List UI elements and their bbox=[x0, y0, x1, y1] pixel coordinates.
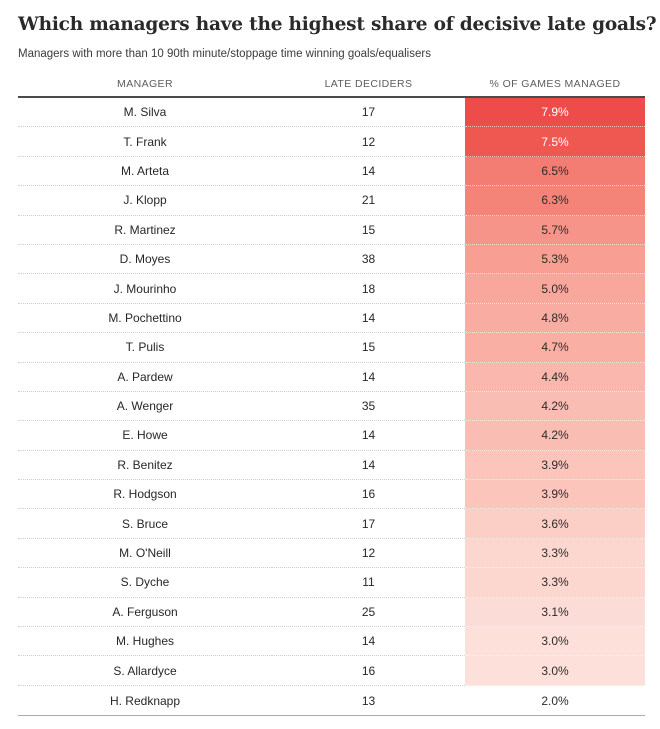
manager-name: A. Wenger bbox=[18, 392, 272, 422]
pct-games-cell: 3.3% bbox=[465, 568, 645, 598]
manager-name: H. Redknapp bbox=[109, 693, 181, 708]
pct-games-cell: 7.9% bbox=[465, 98, 645, 128]
manager-name: S. Allardyce bbox=[18, 656, 272, 686]
late-deciders-value: 16 bbox=[272, 656, 465, 686]
manager-name: J. Klopp bbox=[18, 186, 272, 216]
table-row: A. Wenger 35 4.2% bbox=[18, 391, 645, 422]
table-row: D. Moyes 38 5.3% bbox=[18, 244, 645, 275]
late-deciders-value: 12 bbox=[272, 127, 465, 157]
late-deciders-value: 14 bbox=[272, 451, 465, 481]
table-row: M. O'Neill 12 3.3% bbox=[18, 538, 645, 569]
pct-games-cell: 7.5% bbox=[465, 127, 645, 157]
column-header-pct-games-managed: % OF GAMES MANAGED bbox=[489, 78, 621, 90]
late-deciders-value: 15 bbox=[272, 333, 465, 363]
pct-games-cell: 5.0% bbox=[465, 274, 645, 304]
table-row: M. Arteta 14 6.5% bbox=[18, 156, 645, 187]
manager-name: M. Silva bbox=[18, 98, 272, 128]
page-subtitle: Managers with more than 10 90th minute/s… bbox=[18, 48, 431, 60]
table-row: S. Dyche 11 3.3% bbox=[18, 568, 645, 598]
manager-name: T. Pulis bbox=[18, 333, 272, 363]
late-deciders-value: 21 bbox=[272, 186, 465, 216]
table-header-row: MANAGER LATE DECIDERS % OF GAMES MANAGED bbox=[18, 72, 645, 98]
pct-games-cell: 2.0% bbox=[465, 685, 645, 716]
table-row: S. Allardyce 16 3.0% bbox=[18, 656, 645, 686]
column-header-manager: MANAGER bbox=[117, 78, 173, 90]
pct-games-cell: 6.3% bbox=[465, 186, 645, 216]
table-body: M. Silva 17 7.9% T. Frank 12 7.5% M. Art… bbox=[18, 98, 645, 717]
late-deciders-value: 35 bbox=[272, 392, 465, 422]
pct-games-cell: 3.0% bbox=[465, 656, 645, 686]
table-row: M. Hughes 14 3.0% bbox=[18, 627, 645, 657]
column-header-late-deciders: LATE DECIDERS bbox=[324, 78, 413, 90]
late-deciders-value: 11 bbox=[272, 568, 465, 598]
table-row: A. Ferguson 25 3.1% bbox=[18, 597, 645, 628]
pct-games-cell: 3.6% bbox=[465, 509, 645, 539]
table-row: S. Bruce 17 3.6% bbox=[18, 509, 645, 539]
table-row: R. Benitez 14 3.9% bbox=[18, 450, 645, 481]
manager-name: A. Ferguson bbox=[18, 598, 272, 628]
manager-name: D. Moyes bbox=[18, 245, 272, 275]
pct-games-cell: 3.9% bbox=[465, 480, 645, 510]
pct-games-cell: 5.3% bbox=[465, 244, 645, 275]
table-row: T. Pulis 15 4.7% bbox=[18, 333, 645, 363]
pct-games-cell: 4.2% bbox=[465, 421, 645, 451]
pct-games-cell: 4.7% bbox=[465, 333, 645, 363]
late-deciders-value: 13 bbox=[361, 693, 376, 708]
pct-games-cell: 3.0% bbox=[465, 627, 645, 657]
pct-games-cell: 6.5% bbox=[465, 156, 645, 187]
late-deciders-value: 17 bbox=[272, 509, 465, 539]
table-row: R. Hodgson 16 3.9% bbox=[18, 480, 645, 510]
manager-name: S. Bruce bbox=[18, 509, 272, 539]
table-row: J. Mourinho 18 5.0% bbox=[18, 274, 645, 304]
pct-games-cell: 4.8% bbox=[465, 303, 645, 334]
late-deciders-value: 25 bbox=[272, 598, 465, 628]
table-row: J. Klopp 21 6.3% bbox=[18, 186, 645, 216]
late-deciders-value: 15 bbox=[272, 216, 465, 245]
late-deciders-value: 14 bbox=[272, 157, 465, 187]
table-row: M. Pochettino 14 4.8% bbox=[18, 303, 645, 334]
pct-games-cell: 3.3% bbox=[465, 538, 645, 569]
late-deciders-value: 12 bbox=[272, 539, 465, 569]
pct-games-cell: 3.1% bbox=[465, 597, 645, 628]
late-deciders-value: 14 bbox=[272, 363, 465, 392]
table-row: H. Redknapp 13 2.0% bbox=[18, 685, 645, 716]
manager-name: R. Hodgson bbox=[18, 480, 272, 510]
pct-games-cell: 5.7% bbox=[465, 215, 645, 245]
pct-games-cell: 3.9% bbox=[465, 450, 645, 481]
table-row: A. Pardew 14 4.4% bbox=[18, 362, 645, 392]
table-row: M. Silva 17 7.9% bbox=[18, 98, 645, 128]
late-deciders-value: 18 bbox=[272, 274, 465, 304]
manager-name: E. Howe bbox=[18, 421, 272, 451]
manager-name: M. Arteta bbox=[18, 157, 272, 187]
pct-games-cell: 4.2% bbox=[465, 391, 645, 422]
manager-name: M. O'Neill bbox=[18, 539, 272, 569]
late-deciders-value: 14 bbox=[272, 421, 465, 451]
manager-name: S. Dyche bbox=[18, 568, 272, 598]
manager-name: M. Hughes bbox=[18, 627, 272, 657]
late-deciders-value: 16 bbox=[272, 480, 465, 510]
manager-name: R. Martinez bbox=[18, 216, 272, 245]
manager-name: A. Pardew bbox=[18, 363, 272, 392]
manager-name: T. Frank bbox=[18, 127, 272, 157]
manager-name: M. Pochettino bbox=[18, 304, 272, 334]
late-deciders-value: 14 bbox=[272, 627, 465, 657]
manager-name: J. Mourinho bbox=[18, 274, 272, 304]
table-row: E. Howe 14 4.2% bbox=[18, 421, 645, 451]
late-deciders-value: 14 bbox=[272, 304, 465, 334]
pct-games-cell: 4.4% bbox=[465, 362, 645, 392]
manager-name: R. Benitez bbox=[18, 451, 272, 481]
table-row: T. Frank 12 7.5% bbox=[18, 127, 645, 157]
page-title: Which managers have the highest share of… bbox=[18, 14, 657, 35]
managers-table: MANAGER LATE DECIDERS % OF GAMES MANAGED… bbox=[18, 72, 645, 717]
late-deciders-value: 38 bbox=[272, 245, 465, 275]
late-deciders-value: 17 bbox=[272, 98, 465, 128]
table-row: R. Martinez 15 5.7% bbox=[18, 215, 645, 245]
